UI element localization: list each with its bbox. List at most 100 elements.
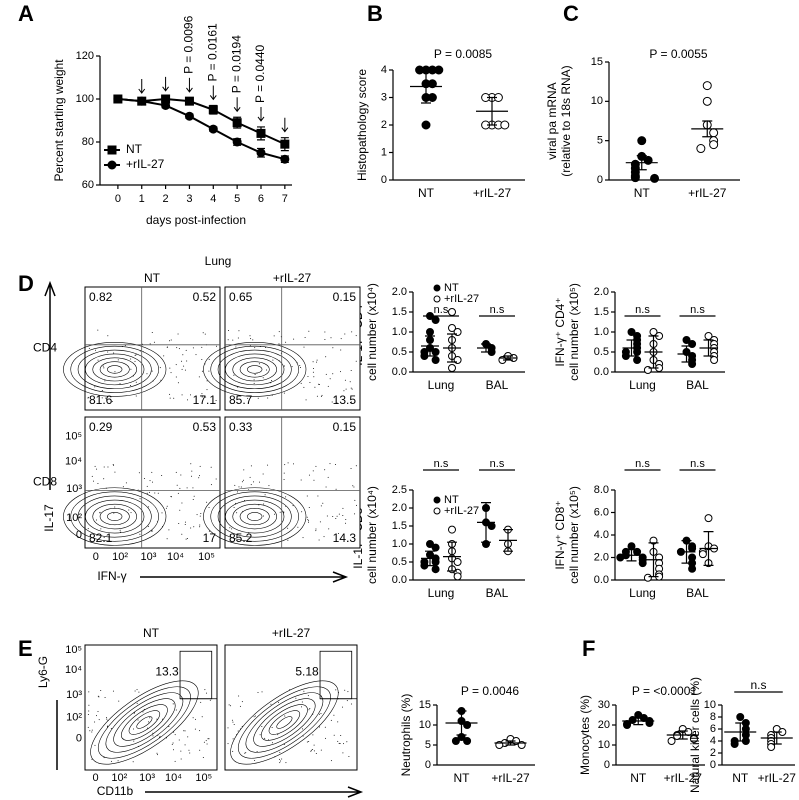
- annotation: n.s: [490, 458, 505, 470]
- event-dot: [134, 690, 136, 692]
- event-dot: [97, 482, 99, 484]
- event-dot: [146, 373, 148, 375]
- event-dot: [342, 752, 344, 754]
- event-dot: [308, 506, 310, 508]
- event-dot: [338, 742, 340, 744]
- event-dot: [250, 484, 252, 486]
- event-dot: [345, 522, 347, 524]
- panel-letter: B: [367, 1, 383, 26]
- y-tick-label: 0.5: [594, 346, 609, 358]
- event-dot: [322, 502, 324, 504]
- event-dot: [316, 359, 318, 361]
- event-dot: [262, 377, 264, 379]
- event-dot: [244, 752, 246, 754]
- event-dot: [325, 373, 327, 375]
- sd-bar: [677, 730, 688, 740]
- event-dot: [283, 392, 285, 394]
- event-dot: [122, 738, 124, 740]
- event-dot: [202, 332, 204, 334]
- event-dot: [301, 728, 303, 730]
- y-tick-label: 10: [591, 95, 603, 107]
- data-point: [673, 732, 682, 740]
- event-dot: [271, 394, 273, 396]
- event-dot: [350, 387, 352, 389]
- event-dot: [320, 713, 322, 715]
- event-dot: [149, 717, 151, 719]
- event-dot: [249, 335, 251, 337]
- marker: [232, 137, 242, 147]
- y-tick-label: 10⁵: [65, 431, 82, 443]
- event-dot: [241, 481, 243, 483]
- contour: [268, 710, 301, 735]
- event-dot: [205, 396, 207, 398]
- event-dot: [354, 499, 356, 501]
- event-dot: [106, 717, 108, 719]
- event-dot: [87, 528, 89, 530]
- event-dot: [279, 762, 281, 764]
- event-dot: [201, 358, 203, 360]
- event-dot: [207, 738, 209, 740]
- event-dot: [114, 471, 116, 473]
- contour: [210, 345, 299, 393]
- y-axis-label: IFN-γ⁺ CD4⁺: [553, 297, 567, 366]
- event-dot: [107, 719, 109, 721]
- y-tick-label: 10: [419, 719, 431, 731]
- event-dot: [139, 498, 141, 500]
- event-dot: [238, 695, 240, 697]
- event-dot: [94, 386, 96, 388]
- event-dot: [162, 718, 164, 720]
- event-dot: [120, 531, 122, 533]
- event-dot: [205, 740, 207, 742]
- event-dot: [253, 481, 255, 483]
- event-dot: [283, 511, 285, 513]
- event-dot: [293, 463, 295, 465]
- contour: [92, 357, 137, 382]
- event-dot: [106, 726, 108, 728]
- x-tick-label: 7: [282, 193, 288, 205]
- event-dot: [152, 735, 154, 737]
- event-dot: [312, 368, 314, 370]
- event-dot: [186, 487, 188, 489]
- event-dot: [139, 350, 141, 352]
- y-axis-label: Ly6-G: [36, 656, 50, 688]
- event-dot: [191, 475, 193, 477]
- event-dot: [280, 760, 282, 762]
- event-dot: [151, 471, 153, 473]
- data-point: [431, 356, 440, 364]
- event-dot: [172, 703, 174, 705]
- event-dot: [237, 337, 239, 339]
- event-dot: [139, 533, 141, 535]
- event-dot: [331, 401, 333, 403]
- event-dot: [315, 530, 317, 532]
- legend-label: NT: [126, 142, 143, 156]
- event-dot: [91, 729, 93, 731]
- contour: [136, 716, 153, 729]
- event-dot: [227, 727, 229, 729]
- sd-bar: [681, 345, 692, 363]
- event-dot: [136, 689, 138, 691]
- event-dot: [274, 513, 276, 515]
- event-dot: [301, 511, 303, 513]
- y-tick-label: 10⁴: [65, 664, 82, 676]
- column-label: +rIL-27: [272, 626, 311, 640]
- event-dot: [95, 519, 97, 521]
- data-point: [426, 540, 434, 548]
- event-dot: [256, 372, 258, 374]
- event-dot: [133, 712, 135, 714]
- contour: [97, 686, 191, 759]
- event-dot: [143, 478, 145, 480]
- event-dot: [254, 715, 256, 717]
- event-dot: [142, 711, 144, 713]
- event-dot: [183, 730, 185, 732]
- x-tick-label: +rIL-27: [491, 771, 530, 785]
- y-tick-label: 1.0: [392, 326, 407, 338]
- event-dot: [232, 721, 234, 723]
- event-dot: [192, 347, 194, 349]
- event-dot: [137, 719, 139, 721]
- y-tick-label: 10³: [66, 483, 82, 495]
- event-dot: [232, 750, 234, 752]
- flow-plot: [224, 644, 358, 771]
- event-dot: [342, 514, 344, 516]
- x-tick-label: +rIL-27: [758, 771, 797, 785]
